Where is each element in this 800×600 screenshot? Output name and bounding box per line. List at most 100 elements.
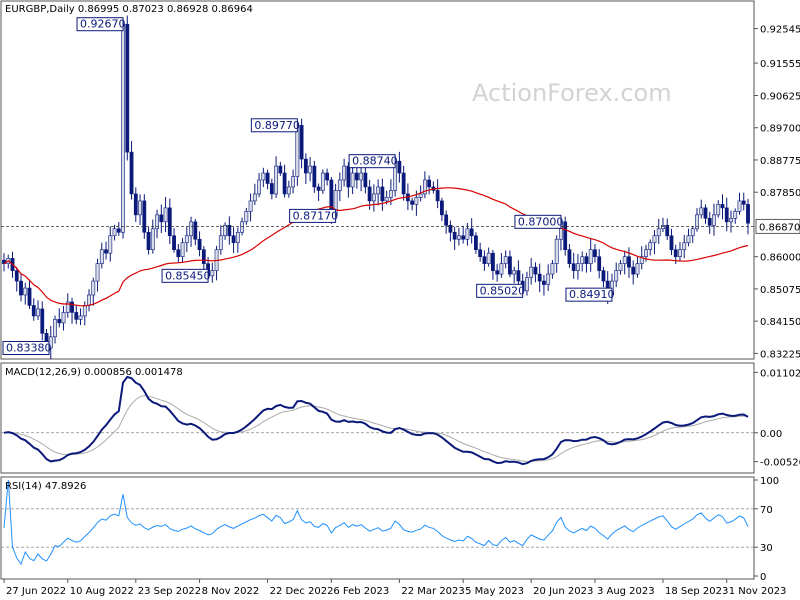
candle-body xyxy=(376,186,381,195)
candle-body xyxy=(227,225,232,237)
candle-body xyxy=(261,172,266,181)
candle-body xyxy=(172,235,176,251)
candle-body xyxy=(635,263,640,275)
candle-body xyxy=(31,305,36,317)
candle-body xyxy=(597,256,602,271)
current-price-tag xyxy=(755,218,800,234)
candle-body xyxy=(82,305,87,317)
current-price-label: 0.86870 xyxy=(759,222,800,233)
price-panel-frame xyxy=(0,0,755,360)
candle-body xyxy=(588,249,593,264)
candle-body xyxy=(508,256,512,275)
candle-body xyxy=(627,256,631,268)
candle-body xyxy=(703,207,708,219)
candle-body xyxy=(57,319,62,324)
candle-body xyxy=(720,204,725,209)
candle-body xyxy=(712,214,716,226)
candle-body xyxy=(384,197,389,202)
candle-body xyxy=(99,249,104,264)
price-tick-label: 0.83225 xyxy=(760,349,800,360)
candle-body xyxy=(129,151,134,195)
candle-body xyxy=(61,312,66,324)
rsi-tick-label: 0 xyxy=(760,572,766,583)
candle-body xyxy=(401,172,406,195)
candle-body xyxy=(699,207,704,216)
candle-body xyxy=(180,242,185,257)
candle-body xyxy=(95,263,100,282)
candle-body xyxy=(673,249,678,257)
price-annotation-label: 0.88740 xyxy=(352,155,398,168)
candle-body xyxy=(418,193,423,198)
price-tick-label: 0.90625 xyxy=(760,91,800,102)
candle-body xyxy=(184,235,189,244)
candle-body xyxy=(350,172,355,188)
candle-body xyxy=(197,238,202,251)
candle-body xyxy=(563,221,568,251)
price-annotation-label: 0.84910 xyxy=(569,288,615,301)
price-tick-label: 0.85075 xyxy=(760,285,800,296)
candle-body xyxy=(282,172,287,195)
candle-body xyxy=(19,280,23,296)
candle-body xyxy=(486,252,491,264)
candle-body xyxy=(337,179,342,191)
candle-body xyxy=(669,235,674,251)
date-tick-label: 22 Dec 2022 xyxy=(270,586,334,597)
macd-tick-label: 0.011027 xyxy=(760,368,800,379)
rsi-tick-label: 70 xyxy=(760,505,773,516)
candle-body xyxy=(91,280,96,296)
candle-body xyxy=(14,270,19,282)
price-annotation-label: 0.87000 xyxy=(518,215,564,228)
candle-body xyxy=(299,124,304,160)
price-annotation-box xyxy=(161,268,209,283)
candle-body xyxy=(155,214,159,230)
candle-body xyxy=(388,190,393,198)
candle-body xyxy=(427,179,432,188)
candle-body xyxy=(286,186,291,195)
candle-body xyxy=(554,238,559,264)
candle-body xyxy=(257,179,261,195)
candle-body xyxy=(439,200,444,216)
candle-body xyxy=(316,186,321,191)
candle-body xyxy=(308,165,313,174)
candle-body xyxy=(724,207,729,223)
candle-body xyxy=(512,270,517,275)
macd-signal-line xyxy=(3,395,749,462)
price-tick-label: 0.92545 xyxy=(760,25,800,36)
price-annotation-label: 0.92670 xyxy=(80,18,126,31)
candle-body xyxy=(312,165,317,188)
candle-body xyxy=(618,263,623,271)
macd-tick-label: 0.00 xyxy=(760,429,782,440)
date-tick-label: 20 Jun 2023 xyxy=(533,586,593,597)
candle-body xyxy=(682,242,687,251)
candle-body xyxy=(303,158,308,174)
price-tick-label: 0.88775 xyxy=(760,156,800,167)
date-tick-label: 6 Feb 2023 xyxy=(333,586,389,597)
candle-body xyxy=(231,235,236,244)
macd-header: MACD(12,26,9) 0.000856 0.001478 xyxy=(5,367,183,378)
candle-body xyxy=(146,231,151,251)
date-tick-label: 23 Sep 2022 xyxy=(138,586,201,597)
candle-body xyxy=(529,266,534,278)
candle-body xyxy=(707,218,712,226)
price-tick-label: 0.89700 xyxy=(760,124,800,135)
candle-body xyxy=(639,256,644,264)
candle-body xyxy=(448,225,453,233)
rsi-header: RSI(14) 47.8926 xyxy=(5,481,86,492)
candle-body xyxy=(716,204,721,216)
price-tick-label: 0.91555 xyxy=(760,59,800,70)
rsi-tick-label: 30 xyxy=(760,543,773,554)
candle-body xyxy=(163,207,168,223)
candle-body xyxy=(422,179,427,195)
candle-body xyxy=(516,270,521,282)
date-tick-label: 10 Aug 2022 xyxy=(70,586,134,597)
candle-body xyxy=(601,270,606,282)
candle-body xyxy=(193,221,198,240)
candle-body xyxy=(652,235,657,244)
candle-body xyxy=(593,249,597,257)
rsi-tick-label: 100 xyxy=(760,476,779,487)
moving-average-line xyxy=(3,187,749,307)
candle-body xyxy=(2,259,6,264)
price-annotation-box xyxy=(76,17,124,32)
candle-body xyxy=(690,228,695,237)
price-header: EURGBP,Daily 0.86995 0.87023 0.86928 0.8… xyxy=(5,4,253,15)
